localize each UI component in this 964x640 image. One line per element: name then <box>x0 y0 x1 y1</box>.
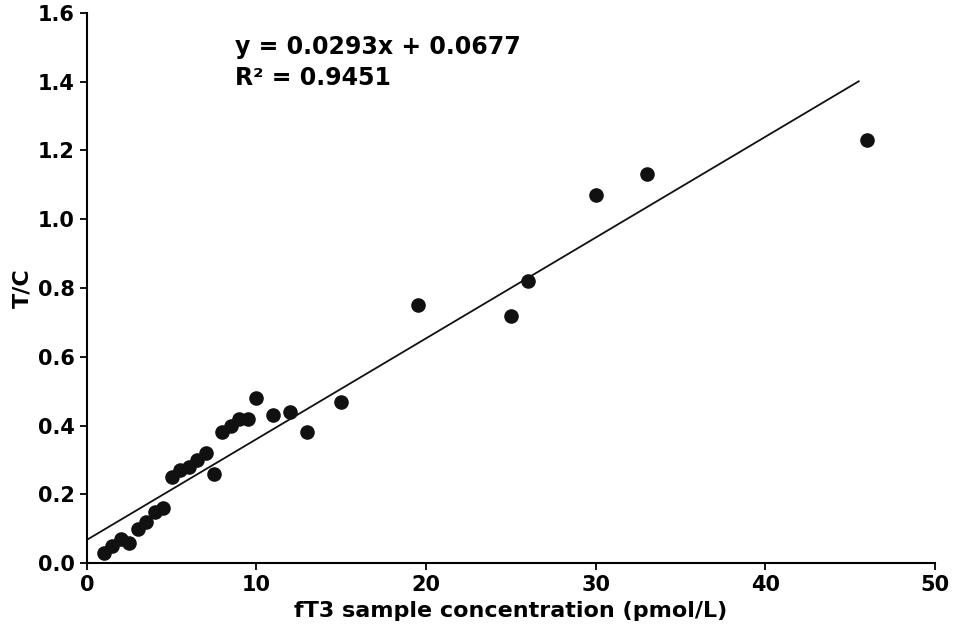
Point <box>588 190 603 200</box>
Point <box>173 465 188 476</box>
Point <box>189 455 204 465</box>
Point <box>164 472 179 483</box>
Point <box>639 170 655 180</box>
Y-axis label: T/C: T/C <box>13 268 33 308</box>
Point <box>104 541 120 551</box>
Point <box>249 393 264 403</box>
Point <box>130 524 146 534</box>
X-axis label: fT3 sample concentration (pmol/L): fT3 sample concentration (pmol/L) <box>294 600 728 621</box>
Point <box>139 517 154 527</box>
Point <box>206 468 222 479</box>
Point <box>410 300 425 310</box>
Point <box>147 506 162 516</box>
Point <box>155 503 171 513</box>
Point <box>198 448 213 458</box>
Point <box>231 413 247 424</box>
Point <box>121 538 137 548</box>
Point <box>266 410 281 420</box>
Point <box>334 396 349 406</box>
Point <box>300 428 315 438</box>
Point <box>521 276 536 286</box>
Point <box>96 548 112 558</box>
Point <box>215 428 230 438</box>
Point <box>860 135 875 145</box>
Text: y = 0.0293x + 0.0677
R² = 0.9451: y = 0.0293x + 0.0677 R² = 0.9451 <box>235 35 521 90</box>
Point <box>282 407 298 417</box>
Point <box>224 420 239 431</box>
Point <box>181 462 197 472</box>
Point <box>113 534 128 544</box>
Point <box>240 413 255 424</box>
Point <box>503 310 519 321</box>
